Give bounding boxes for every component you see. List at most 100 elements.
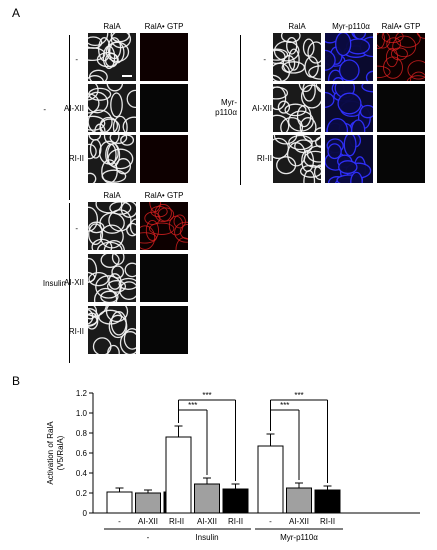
- cell-outline: [350, 171, 363, 183]
- cell-outline: [410, 71, 425, 81]
- cell-outline: [92, 337, 112, 354]
- cell-outline: [88, 271, 109, 287]
- cell-outline: [103, 240, 125, 250]
- y-axis-label: Activation of RalA(V5/RalA): [46, 421, 65, 485]
- y-tick-label: 0.8: [76, 429, 88, 438]
- cell-outline: [351, 119, 366, 132]
- bar: [222, 488, 249, 514]
- cell-outline: [106, 142, 121, 167]
- cell-outline: [126, 222, 136, 237]
- cell-outline: [105, 41, 130, 63]
- cell-outline: [89, 138, 102, 159]
- cell-outline: [149, 202, 162, 213]
- cell-outline: [88, 69, 108, 81]
- cell-outline: [306, 145, 321, 163]
- micrograph-rala-gtp: [140, 254, 188, 302]
- cell-outline: [88, 223, 104, 246]
- cell-outline: [308, 65, 321, 80]
- cell-outline: [88, 308, 99, 327]
- cell-outline: [88, 115, 106, 131]
- micrograph-myr-p110a: [325, 84, 373, 132]
- cell-outline: [112, 115, 128, 132]
- header-rala-gtp: RalA• GTP: [144, 191, 184, 200]
- cell-outline: [296, 104, 312, 128]
- cell-outline: [115, 158, 132, 175]
- cell-outline: [326, 117, 349, 132]
- cell-outline: [91, 238, 113, 250]
- cell-outline: [377, 33, 385, 49]
- cell-outline: [327, 143, 342, 160]
- row-label: -: [75, 224, 78, 233]
- cell-outline: [390, 47, 408, 61]
- cell-outline: [273, 135, 298, 145]
- cell-outline: [359, 104, 373, 119]
- cell-outline: [101, 159, 118, 183]
- cell-outline: [286, 142, 306, 167]
- x-tick-label: -: [118, 517, 121, 526]
- cell-outline: [126, 89, 136, 109]
- cell-outline: [386, 37, 402, 51]
- bar: [286, 487, 312, 514]
- cell-outline: [392, 35, 417, 58]
- cell-outline: [286, 36, 298, 55]
- micrograph-rala: [88, 254, 136, 302]
- cell-outline: [88, 36, 103, 49]
- cell-outline: [325, 33, 342, 44]
- x-tick-label: RI-II: [320, 517, 335, 526]
- x-tick-label: AI-XII: [197, 517, 217, 526]
- x-tick-label: AI-XII: [138, 517, 158, 526]
- row-label: AI-XII: [251, 104, 272, 113]
- group-label-line: p110α: [215, 108, 237, 117]
- group-label-none: -: [43, 105, 46, 114]
- cell-outline: [288, 135, 313, 151]
- cell-outline: [109, 202, 132, 215]
- micrograph-myr-p110a: [325, 135, 373, 183]
- cell-outline: [353, 33, 367, 40]
- group-label-insulin: Insulin: [42, 279, 66, 288]
- group-label: Insulin: [195, 533, 218, 542]
- cell-outline: [98, 140, 119, 165]
- cell-outline: [88, 75, 105, 81]
- cell-outline: [361, 84, 373, 93]
- cell-outline: [95, 275, 122, 299]
- cell-outline: [88, 87, 112, 101]
- header-rala: RalA: [103, 191, 121, 200]
- micrograph-rala-gtp: [140, 306, 188, 354]
- cell-outline: [99, 212, 125, 234]
- cell-outline: [281, 61, 306, 74]
- y-axis-label-line: (V5/RalA): [56, 435, 65, 470]
- cell-outline: [280, 33, 301, 44]
- cell-outline: [88, 172, 97, 183]
- cell-outline: [377, 65, 391, 79]
- cell-outline: [303, 169, 316, 183]
- cell-outline: [105, 306, 129, 323]
- cell-outline: [302, 84, 316, 102]
- micrograph-rala: [88, 202, 136, 250]
- cell-outline: [107, 148, 134, 170]
- cell-outline: [145, 219, 159, 241]
- bar: [194, 483, 220, 514]
- cell-outline: [302, 135, 321, 142]
- cell-outline: [299, 164, 321, 178]
- cell-outline: [129, 218, 136, 236]
- cell-outline: [365, 70, 373, 81]
- cell-outline: [288, 48, 300, 71]
- cell-outline: [140, 225, 156, 250]
- panel-a-label: A: [12, 6, 21, 20]
- row-label: AI-XII: [63, 278, 84, 287]
- cell-outline: [111, 265, 125, 279]
- cell-outline: [385, 47, 399, 68]
- y-tick-label: 0.2: [76, 489, 88, 498]
- cell-outline: [120, 202, 136, 218]
- y-tick-label: 0.4: [76, 469, 88, 478]
- cell-outline: [94, 123, 106, 132]
- micrograph-rala-gtp: [140, 84, 188, 132]
- cell-outline: [325, 91, 335, 108]
- y-tick-label: 0.6: [76, 449, 88, 458]
- group-bracket-right: [240, 35, 241, 185]
- cell-outline: [96, 51, 119, 68]
- panel-b-label: B: [12, 374, 21, 388]
- cell-outline: [88, 109, 113, 132]
- cell-outline: [88, 84, 99, 101]
- cell-outline: [124, 262, 136, 278]
